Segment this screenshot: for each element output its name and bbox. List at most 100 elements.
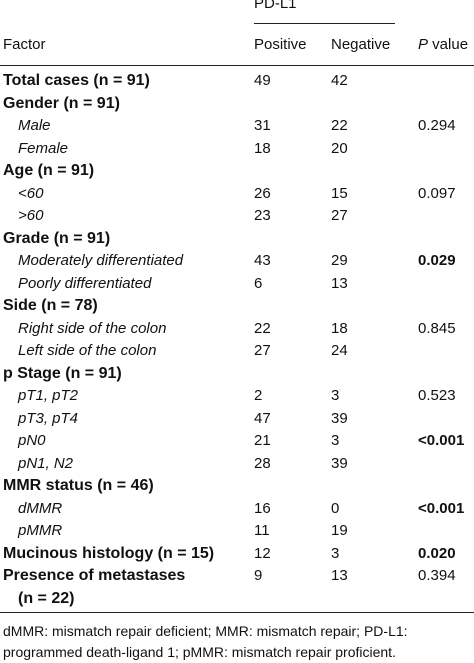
row-p-value: <0.001 (418, 432, 465, 449)
row-positive: 43 (254, 252, 271, 269)
row-factor-line1: Presence of metastases (3, 567, 186, 584)
row-p-value: 0.394 (418, 567, 456, 584)
row-positive: 6 (254, 274, 263, 292)
table-row: <60 26 15 0.097 (0, 183, 474, 206)
row-negative: 18 (331, 319, 348, 337)
row-factor: >60 (18, 207, 44, 224)
row-negative: 20 (331, 139, 348, 157)
row-negative: 22 (331, 117, 348, 134)
row-positive: 28 (254, 454, 271, 472)
table-row: pT3, pT4 47 39 (0, 408, 474, 431)
column-header-p-italic: P (418, 36, 429, 53)
row-factor: p Stage (n = 91) (3, 364, 122, 382)
row-positive: 16 (254, 499, 271, 517)
table-row: Left side of the colon 27 24 (0, 340, 474, 363)
table-row: Total cases (n = 91) 49 42 (0, 70, 474, 93)
column-header-positive: Positive (254, 36, 307, 53)
row-factor: Grade (n = 91) (3, 229, 111, 247)
column-header-factor: Factor (3, 36, 46, 53)
column-header-p-rest: value (428, 36, 469, 53)
row-positive: 47 (254, 409, 271, 427)
table-row: MMR status (n = 46) (0, 475, 474, 498)
row-factor: Gender (n = 91) (3, 94, 120, 112)
row-p-value: 0.029 (418, 252, 456, 269)
row-p-value: 0.020 (418, 544, 456, 562)
row-p-value: 0.097 (418, 184, 456, 202)
row-factor: MMR status (n = 46) (3, 477, 154, 494)
row-factor: Male (18, 117, 51, 134)
row-negative: 19 (331, 522, 348, 539)
row-positive: 22 (254, 319, 271, 337)
row-negative: 3 (331, 387, 340, 404)
row-p-value: 0.523 (418, 387, 456, 404)
row-factor: Mucinous histology (n = 15) (3, 544, 215, 562)
row-factor: Left side of the colon (18, 342, 157, 359)
row-positive: 11 (254, 522, 270, 539)
row-factor: pT1, pT2 (18, 387, 79, 404)
table-row: Poorly differentiated 6 13 (0, 273, 474, 296)
row-factor: Moderately differentiated (18, 252, 184, 269)
table-row: pT1, pT2 2 3 0.523 (0, 385, 474, 408)
row-factor: dMMR (18, 499, 63, 517)
row-factor: Female (18, 139, 69, 157)
row-factor: Age (n = 91) (3, 162, 95, 179)
row-positive: 2 (254, 387, 263, 404)
row-positive: 31 (254, 117, 271, 134)
table-footnote: dMMR: mismatch repair deficient; MMR: mi… (3, 623, 408, 660)
table-row: Male 31 22 0.294 (0, 115, 474, 138)
row-negative: 3 (331, 432, 340, 449)
table-top-rule (0, 65, 474, 66)
table-row: Mucinous histology (n = 15) 12 3 0.020 (0, 543, 474, 566)
row-factor: pT3, pT4 (18, 409, 79, 427)
group-header-pdl1: PD-L1 (254, 0, 297, 12)
row-factor: pMMR (18, 522, 63, 539)
table-row: pMMR 11 19 (0, 520, 474, 543)
row-positive: 27 (254, 342, 271, 359)
row-p-value: <0.001 (418, 499, 465, 517)
row-factor-line2: (n = 22) (18, 589, 75, 607)
table-body: Total cases (n = 91) 49 42 Gender (n = 9… (0, 70, 474, 610)
column-header-p-value: P value (418, 36, 468, 53)
row-positive: 26 (254, 184, 271, 202)
row-positive: 18 (254, 139, 271, 157)
row-negative: 27 (331, 207, 348, 224)
row-negative: 3 (331, 544, 340, 562)
row-negative: 13 (331, 567, 348, 584)
table-row: >60 23 27 (0, 205, 474, 228)
table-row: Side (n = 78) (0, 295, 474, 318)
row-positive: 9 (254, 567, 263, 584)
table-row: Age (n = 91) (0, 160, 474, 183)
row-p-value: 0.845 (418, 319, 456, 337)
row-p-value: 0.294 (418, 117, 456, 134)
row-negative: 0 (331, 499, 340, 517)
table-row: dMMR 16 0 <0.001 (0, 498, 474, 521)
column-header-negative: Negative (331, 36, 391, 53)
row-factor: Side (n = 78) (3, 297, 98, 314)
row-negative: 39 (331, 409, 348, 427)
row-negative: 29 (331, 252, 348, 269)
table-row: pN1, N2 28 39 (0, 453, 474, 476)
row-positive: 21 (254, 432, 271, 449)
table-row: Right side of the colon 22 18 0.845 (0, 318, 474, 341)
row-factor: Poorly differentiated (18, 274, 152, 292)
group-header-rule (254, 23, 395, 24)
row-negative: 15 (331, 184, 348, 202)
row-negative: 13 (331, 274, 348, 292)
table-bottom-rule (0, 612, 474, 613)
row-negative: 42 (331, 72, 348, 89)
row-negative: 24 (331, 342, 348, 359)
table-row: Presence of metastases (n = 22) 9 13 0.39… (0, 565, 474, 610)
table-row: Grade (n = 91) (0, 228, 474, 251)
table-row: Gender (n = 91) (0, 93, 474, 116)
row-factor: Presence of metastases (n = 22) (3, 565, 185, 610)
row-factor: Right side of the colon (18, 319, 167, 337)
table-row: p Stage (n = 91) (0, 363, 474, 386)
row-negative: 39 (331, 454, 348, 472)
row-positive: 49 (254, 72, 271, 89)
table-row: Moderately differentiated 43 29 0.029 (0, 250, 474, 273)
table-row: pN0 21 3 <0.001 (0, 430, 474, 453)
row-positive: 23 (254, 207, 271, 224)
row-factor: pN1, N2 (18, 454, 74, 472)
row-factor: <60 (18, 184, 44, 202)
